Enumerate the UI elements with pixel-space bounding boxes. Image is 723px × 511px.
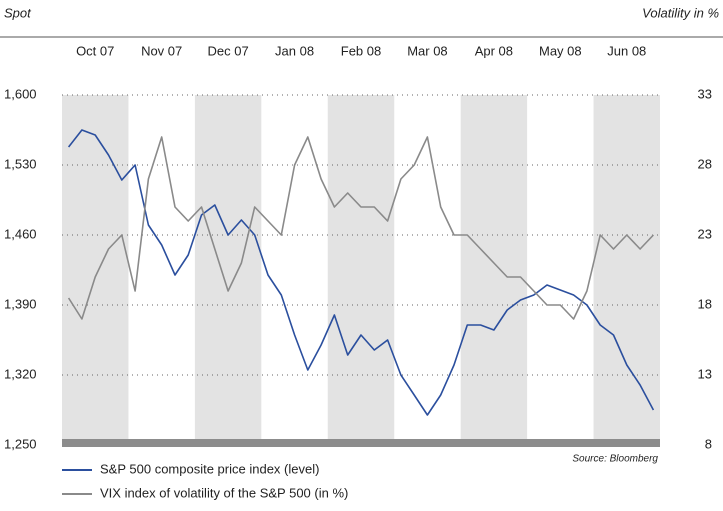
month-band xyxy=(593,95,660,445)
y-tick-label: 1,530 xyxy=(4,156,37,171)
y2-tick-label: 33 xyxy=(698,86,712,101)
y2-tick-label: 28 xyxy=(698,156,712,171)
y2-tick-label: 8 xyxy=(705,436,712,451)
x-tick-label: Dec 07 xyxy=(208,43,249,58)
source-note: Source: Bloomberg xyxy=(572,454,658,465)
month-band xyxy=(194,95,262,445)
x-tick-label: Jun 08 xyxy=(607,43,646,58)
y2-tick-label: 23 xyxy=(698,226,712,241)
x-tick-label: Apr 08 xyxy=(475,43,513,58)
y2-tick-label: 13 xyxy=(698,366,712,381)
legend-label: S&P 500 composite price index (level) xyxy=(100,461,319,476)
x-tick-label: Mar 08 xyxy=(407,43,447,58)
baseline-bar xyxy=(62,439,660,447)
y-axis-label: Spot xyxy=(4,5,32,20)
legend-label: VIX index of volatility of the S&P 500 (… xyxy=(100,485,348,500)
y2-axis-label: Volatility in % xyxy=(642,5,719,20)
month-band xyxy=(460,95,528,445)
y-tick-label: 1,320 xyxy=(4,366,37,381)
x-tick-label: Feb 08 xyxy=(341,43,381,58)
y2-tick-label: 18 xyxy=(698,296,712,311)
y-tick-label: 1,250 xyxy=(4,436,37,451)
month-band xyxy=(327,95,395,445)
x-tick-label: Oct 07 xyxy=(76,43,114,58)
month-band xyxy=(62,95,129,445)
series-line xyxy=(67,129,655,416)
y-tick-label: 1,390 xyxy=(4,296,37,311)
x-tick-label: May 08 xyxy=(539,43,582,58)
y-tick-label: 1,460 xyxy=(4,226,37,241)
x-tick-label: Nov 07 xyxy=(141,43,182,58)
series-line xyxy=(67,136,654,320)
y-tick-label: 1,600 xyxy=(4,86,37,101)
x-tick-label: Jan 08 xyxy=(275,43,314,58)
